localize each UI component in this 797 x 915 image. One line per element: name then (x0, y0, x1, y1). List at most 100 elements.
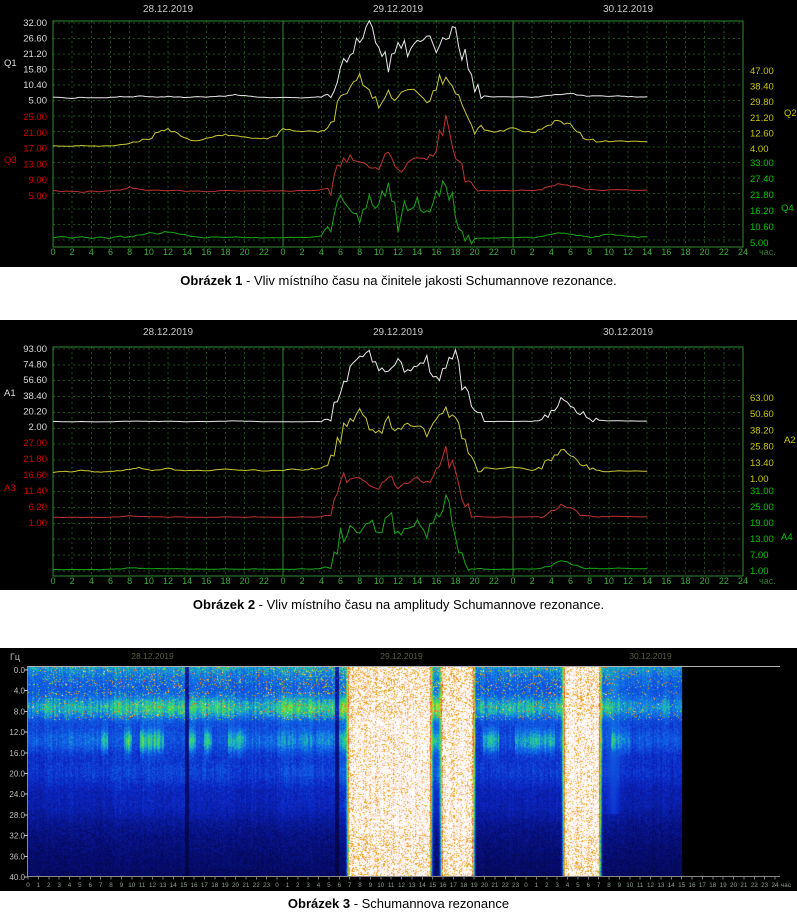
hour-tick-label: 4 (89, 247, 94, 257)
hour-tick-label: 4 (68, 882, 72, 889)
axis-name-label: Q2 (784, 108, 797, 119)
hour-tick-label: 14 (642, 247, 652, 257)
series-a1-trace (52, 348, 648, 423)
axis-tick-label: 63.00 (750, 393, 774, 404)
date-label: 29.12.2019 (380, 651, 423, 661)
hour-tick-label: 13 (657, 882, 665, 889)
hour-tick-label: 22 (253, 882, 261, 889)
hour-tick-label: 0 (524, 882, 528, 889)
date-label: 30.12.2019 (603, 327, 653, 338)
axis-tick-label: 6.20 (29, 502, 48, 513)
hour-tick-label: 12 (647, 882, 655, 889)
hour-tick-label: 5 (327, 882, 331, 889)
date-label: 30.12.2019 (603, 4, 653, 15)
figure-3-caption: Obrázek 3 - Schumannova rezonance (0, 891, 797, 915)
hour-tick-label: 12 (623, 576, 633, 586)
axis-tick-label: 9.00 (29, 175, 48, 186)
hour-tick-label: 2 (545, 882, 549, 889)
hour-tick-label: 0 (280, 247, 285, 257)
hour-tick-label: 2 (47, 882, 51, 889)
hour-tick-label: 6 (586, 882, 590, 889)
hour-tick-label: 21 (740, 882, 748, 889)
freq-tick-label: 36.0 (9, 852, 25, 861)
figure-1-panel: 28.12.2019 29.12.2019 30.12.2019 0 2 4 6 8 10 12 1… (0, 0, 797, 267)
hour-tick-label: 0 (510, 576, 515, 586)
hour-tick-label: 4 (549, 247, 554, 257)
axis-tick-label: 10.40 (23, 80, 47, 91)
hour-tick-label: 2 (70, 576, 75, 586)
hour-tick-label: 21 (491, 882, 499, 889)
hour-tick-label: 6 (568, 576, 573, 586)
freq-tick-label: 4.0 (14, 687, 26, 696)
hour-tick-label: 11 (388, 882, 395, 889)
hour-tick-label: 22 (489, 576, 499, 586)
hour-tick-label: 12 (149, 882, 157, 889)
hour-tick-label: 18 (450, 576, 460, 586)
hour-tick-label: 14 (668, 882, 676, 889)
hour-tick-label: 4 (566, 882, 570, 889)
hour-tick-label: 10 (604, 247, 614, 257)
axis-name-label: Q1 (4, 58, 17, 69)
hour-tick-label: 22 (502, 882, 510, 889)
figure-2-panel: 28.12.2019 29.12.2019 30.12.2019 0 2 4 6 8 10 12 1… (0, 320, 797, 590)
axis-tick-label: 47.00 (750, 66, 774, 77)
axis-tick-label: 13.40 (750, 458, 774, 469)
hour-tick-label: 8 (358, 882, 362, 889)
hour-tick-label: 1 (535, 882, 539, 889)
hour-tick-label: 0 (50, 576, 55, 586)
hour-tick-label: 16 (661, 247, 671, 257)
axis-tick-label: 31.00 (750, 486, 774, 497)
hour-tick-label: 6 (108, 247, 113, 257)
axis-tick-label: 21.20 (23, 49, 47, 60)
hour-tick-label: 4 (549, 576, 554, 586)
hour-tick-label: 7 (348, 882, 352, 889)
freq-axis-unit: Гц (10, 652, 20, 662)
figure-3-panel: Гц 0.0 4.0 8.0 12.0 16.0 20.0 24.0 28.0 32.0 36.0 4… (0, 648, 797, 891)
hour-tick-label: 23 (263, 882, 271, 889)
axis-tick-label: 38.40 (750, 82, 774, 93)
hour-tick-label: 18 (680, 247, 690, 257)
hour-tick-label: 16 (661, 576, 671, 586)
hour-tick-label: 0 (510, 247, 515, 257)
hour-tick-label: 0 (50, 247, 55, 257)
hour-tick-label: 0 (26, 882, 30, 889)
hour-tick-label: 1 (286, 882, 290, 889)
figure-1-caption: Obrázek 1 - Vliv místního času na činite… (0, 267, 797, 303)
axis-tick-label: 38.20 (750, 425, 774, 436)
axis-tick-label: 5.00 (29, 191, 48, 202)
figure-2-caption: Obrázek 2 - Vliv místního času na amplit… (0, 590, 797, 627)
hour-tick-label: 20 (470, 576, 480, 586)
hour-tick-label: 14 (412, 576, 422, 586)
hour-tick-label: 7 (99, 882, 103, 889)
hour-tick-label: 18 (220, 247, 230, 257)
plot-border (52, 20, 744, 248)
hour-tick-label: 8 (127, 576, 132, 586)
hour-tick-label: 20 (232, 882, 240, 889)
spectrogram-canvas (28, 667, 775, 876)
hour-tick-label: 0 (280, 576, 285, 586)
hour-tick-label: 24 (738, 247, 748, 257)
spectrogram-axes: Гц 0.0 4.0 8.0 12.0 16.0 20.0 24.0 28.0 32.0 36.0 4… (9, 651, 791, 889)
hour-tick-label: 14 (170, 882, 178, 889)
hour-tick-label: 24 (771, 882, 779, 889)
hour-tick-label: 4 (89, 576, 94, 586)
axis-tick-label: 25.80 (750, 442, 774, 453)
figure-2-caption-number: Obrázek 2 (192, 597, 256, 612)
axis-tick-label: 17.00 (23, 144, 47, 155)
axis-tick-label: 2.00 (29, 422, 48, 433)
hour-tick-label: 8 (357, 576, 362, 586)
axis-tick-label: 29.80 (750, 97, 774, 108)
freq-tick-label: 28.0 (9, 811, 25, 820)
hour-tick-label: 4 (317, 882, 321, 889)
axis-tick-label: 13.00 (750, 534, 774, 545)
hour-tick-label: 18 (450, 247, 460, 257)
hour-tick-label: 17 (699, 882, 707, 889)
hour-unit-label: час. (759, 576, 776, 586)
axis-tick-label: 10.60 (750, 222, 774, 233)
axis-tick-label: 27.00 (23, 438, 47, 449)
figure-3-caption-number: Obrázek 3 (287, 896, 351, 911)
hour-tick-label: 10 (144, 576, 154, 586)
axis-tick-label: 33.00 (750, 158, 774, 169)
hour-tick-label: 19 (222, 882, 230, 889)
hour-tick-label: 4 (319, 247, 324, 257)
